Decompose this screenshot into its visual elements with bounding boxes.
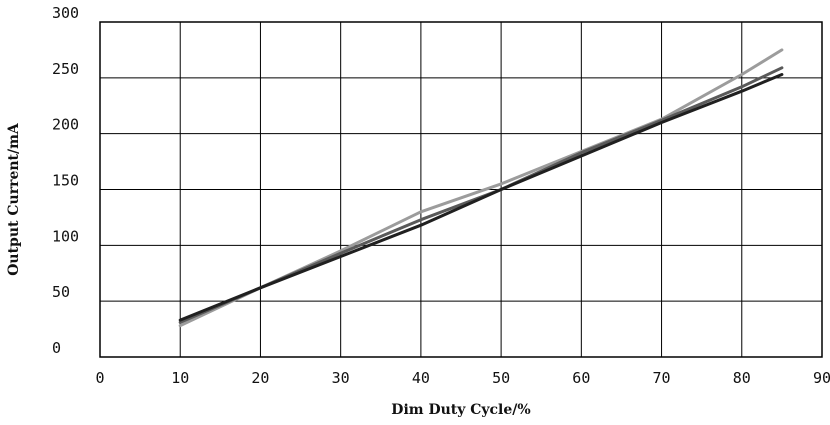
- grid-lines: [99, 21, 823, 358]
- x-axis-tick-labels: 0 10 20 30 40 50 60 70 80 90: [95, 369, 830, 387]
- x-tick-label: 80: [733, 369, 751, 387]
- x-tick-label: 50: [492, 369, 510, 387]
- x-tick-label: 60: [572, 369, 590, 387]
- y-axis-tick-labels: 0 50 100 150 200 250 300: [52, 4, 79, 357]
- y-tick-label: 150: [52, 172, 79, 190]
- y-tick-label: 50: [52, 283, 70, 301]
- y-tick-label: 250: [52, 60, 79, 78]
- y-tick-label: 100: [52, 227, 79, 245]
- x-axis-title: Dim Duty Cycle/%: [391, 402, 530, 418]
- x-tick-label: 70: [653, 369, 671, 387]
- x-tick-label: 20: [251, 369, 269, 387]
- x-tick-label: 0: [95, 369, 104, 387]
- x-tick-label: 30: [332, 369, 350, 387]
- plot-area-frame: [99, 21, 823, 358]
- series-line-1: [178, 73, 784, 322]
- y-tick-label: 200: [52, 116, 79, 134]
- x-tick-label: 40: [412, 369, 430, 387]
- y-tick-label: 0: [52, 339, 61, 357]
- series-lines: [178, 48, 784, 328]
- y-tick-label: 300: [52, 4, 79, 22]
- y-axis-title: Output Current/mA: [6, 122, 22, 276]
- x-tick-label: 90: [813, 369, 830, 387]
- x-tick-label: 10: [171, 369, 189, 387]
